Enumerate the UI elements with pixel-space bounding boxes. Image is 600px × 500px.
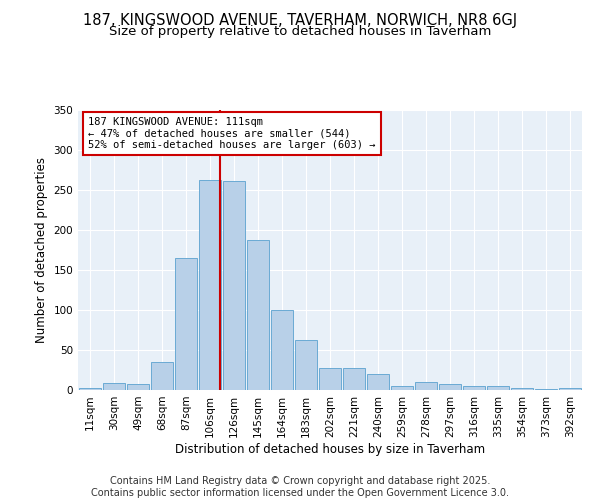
Bar bbox=[559, 388, 581, 390]
Bar bbox=[199, 180, 221, 390]
Bar bbox=[223, 181, 245, 390]
Text: Contains HM Land Registry data © Crown copyright and database right 2025.
Contai: Contains HM Land Registry data © Crown c… bbox=[91, 476, 509, 498]
Bar bbox=[175, 258, 197, 390]
Bar bbox=[463, 386, 485, 390]
Text: 187 KINGSWOOD AVENUE: 111sqm
← 47% of detached houses are smaller (544)
52% of s: 187 KINGSWOOD AVENUE: 111sqm ← 47% of de… bbox=[88, 117, 376, 150]
Y-axis label: Number of detached properties: Number of detached properties bbox=[35, 157, 48, 343]
Bar bbox=[511, 388, 533, 390]
Bar bbox=[415, 382, 437, 390]
Bar bbox=[343, 368, 365, 390]
Bar bbox=[535, 389, 557, 390]
X-axis label: Distribution of detached houses by size in Taverham: Distribution of detached houses by size … bbox=[175, 442, 485, 456]
Bar bbox=[271, 310, 293, 390]
Text: Size of property relative to detached houses in Taverham: Size of property relative to detached ho… bbox=[109, 25, 491, 38]
Bar bbox=[439, 384, 461, 390]
Bar bbox=[391, 386, 413, 390]
Bar bbox=[127, 384, 149, 390]
Bar bbox=[247, 240, 269, 390]
Bar bbox=[79, 388, 101, 390]
Text: 187, KINGSWOOD AVENUE, TAVERHAM, NORWICH, NR8 6GJ: 187, KINGSWOOD AVENUE, TAVERHAM, NORWICH… bbox=[83, 12, 517, 28]
Bar bbox=[319, 368, 341, 390]
Bar bbox=[151, 362, 173, 390]
Bar bbox=[367, 374, 389, 390]
Bar bbox=[487, 386, 509, 390]
Bar bbox=[103, 383, 125, 390]
Bar bbox=[295, 340, 317, 390]
